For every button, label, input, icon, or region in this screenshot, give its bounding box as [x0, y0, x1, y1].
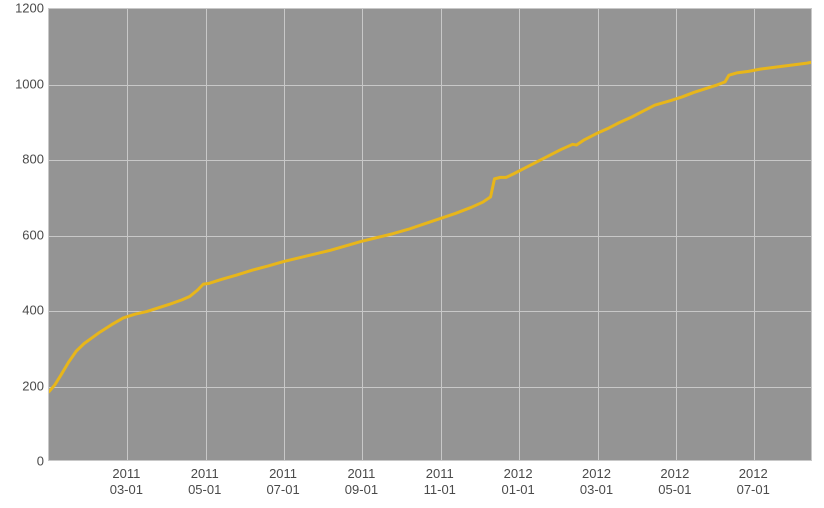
y-axis-tick-label: 1000 [6, 76, 44, 91]
gridline-vertical [519, 9, 520, 460]
y-axis-tick-label: 1200 [6, 1, 44, 16]
gridline-vertical [284, 9, 285, 460]
gridline-vertical [441, 9, 442, 460]
gridline-horizontal [49, 85, 811, 86]
series-line [49, 9, 811, 460]
y-axis-tick-label: 0 [6, 454, 44, 469]
x-axis-tick-label: 201105-01 [170, 466, 240, 497]
gridline-vertical [206, 9, 207, 460]
x-axis-tick-label: 201109-01 [326, 466, 396, 497]
gridline-horizontal [49, 311, 811, 312]
x-axis-tick-label: 201201-01 [483, 466, 553, 497]
x-axis-tick-label: 201103-01 [91, 466, 161, 497]
gridline-vertical [676, 9, 677, 460]
gridline-vertical [127, 9, 128, 460]
gridline-horizontal [49, 236, 811, 237]
x-axis-tick-label: 201205-01 [640, 466, 710, 497]
y-axis-tick-label: 600 [6, 227, 44, 242]
y-axis-tick-label: 800 [6, 152, 44, 167]
gridline-vertical [362, 9, 363, 460]
y-axis-tick-label: 400 [6, 303, 44, 318]
x-axis-tick-label: 201107-01 [248, 466, 318, 497]
gridline-horizontal [49, 387, 811, 388]
gridline-horizontal [49, 160, 811, 161]
x-axis-tick-label: 201207-01 [718, 466, 788, 497]
y-axis-tick-label: 200 [6, 378, 44, 393]
x-axis-tick-label: 201111-01 [405, 466, 475, 497]
gridline-vertical [598, 9, 599, 460]
plot-area [48, 8, 812, 461]
x-axis-tick-label: 201203-01 [562, 466, 632, 497]
gridline-vertical [754, 9, 755, 460]
line-chart: 0 200 400 600 800 1000 1200 201103-01 201105-01 2… [0, 0, 824, 508]
